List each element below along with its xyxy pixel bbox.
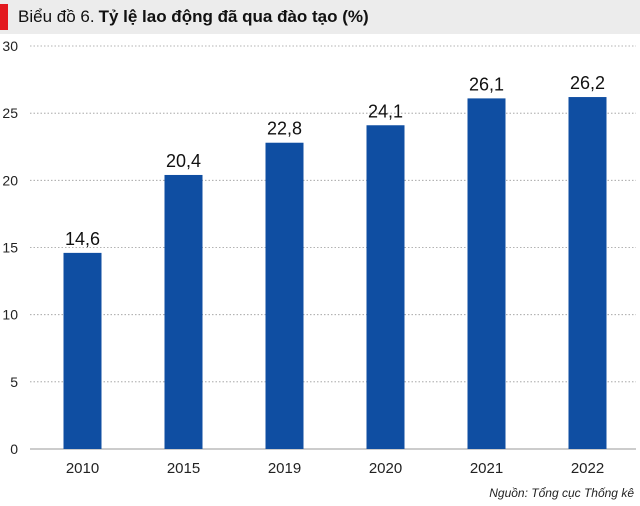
y-tick-label: 0 [10,441,18,457]
bar-2020 [366,125,405,450]
x-tick-label-2019: 2019 [268,460,301,477]
y-tick-label: 25 [2,105,18,121]
data-label-2021: 26,1 [469,74,504,94]
x-tick-label-2021: 2021 [470,460,503,477]
chart-header: Biểu đồ 6. Tỷ lệ lao động đã qua đào tạo … [0,0,640,34]
data-label-2015: 20,4 [166,151,201,171]
x-tick-label-2020: 2020 [369,460,402,477]
y-tick-label: 5 [10,374,18,390]
chart-number: Biểu đồ 6. [18,7,95,26]
data-label-2010: 14,6 [65,229,100,249]
bar-2019 [265,142,304,449]
y-tick-label: 20 [2,172,18,188]
source-note: Nguồn: Tổng cục Thống kê [489,486,634,500]
bar-2010 [63,252,102,449]
x-tick-label-2010: 2010 [66,460,99,477]
y-tick-label: 15 [2,240,18,256]
bar-2021 [467,98,506,449]
data-label-2022: 26,2 [570,73,605,93]
y-tick-label: 30 [2,38,18,54]
header-accent-bar [0,4,8,30]
bar-2015 [164,174,203,449]
data-label-2019: 22,8 [267,119,302,139]
data-label-2020: 24,1 [368,101,403,121]
bar-chart: 0 5 10 15 20 25 30 14,6 2010 20,4 2015 22,8 2019 24,1… [2,38,636,477]
chart-title-text: Tỷ lệ lao động đã qua đào tạo (%) [98,7,369,26]
x-tick-label-2022: 2022 [571,460,604,477]
chart-title: Biểu đồ 6. Tỷ lệ lao động đã qua đào tạo … [18,7,369,27]
y-tick-label: 10 [2,307,18,323]
bar-2022 [568,97,607,449]
x-tick-label-2015: 2015 [167,460,200,477]
